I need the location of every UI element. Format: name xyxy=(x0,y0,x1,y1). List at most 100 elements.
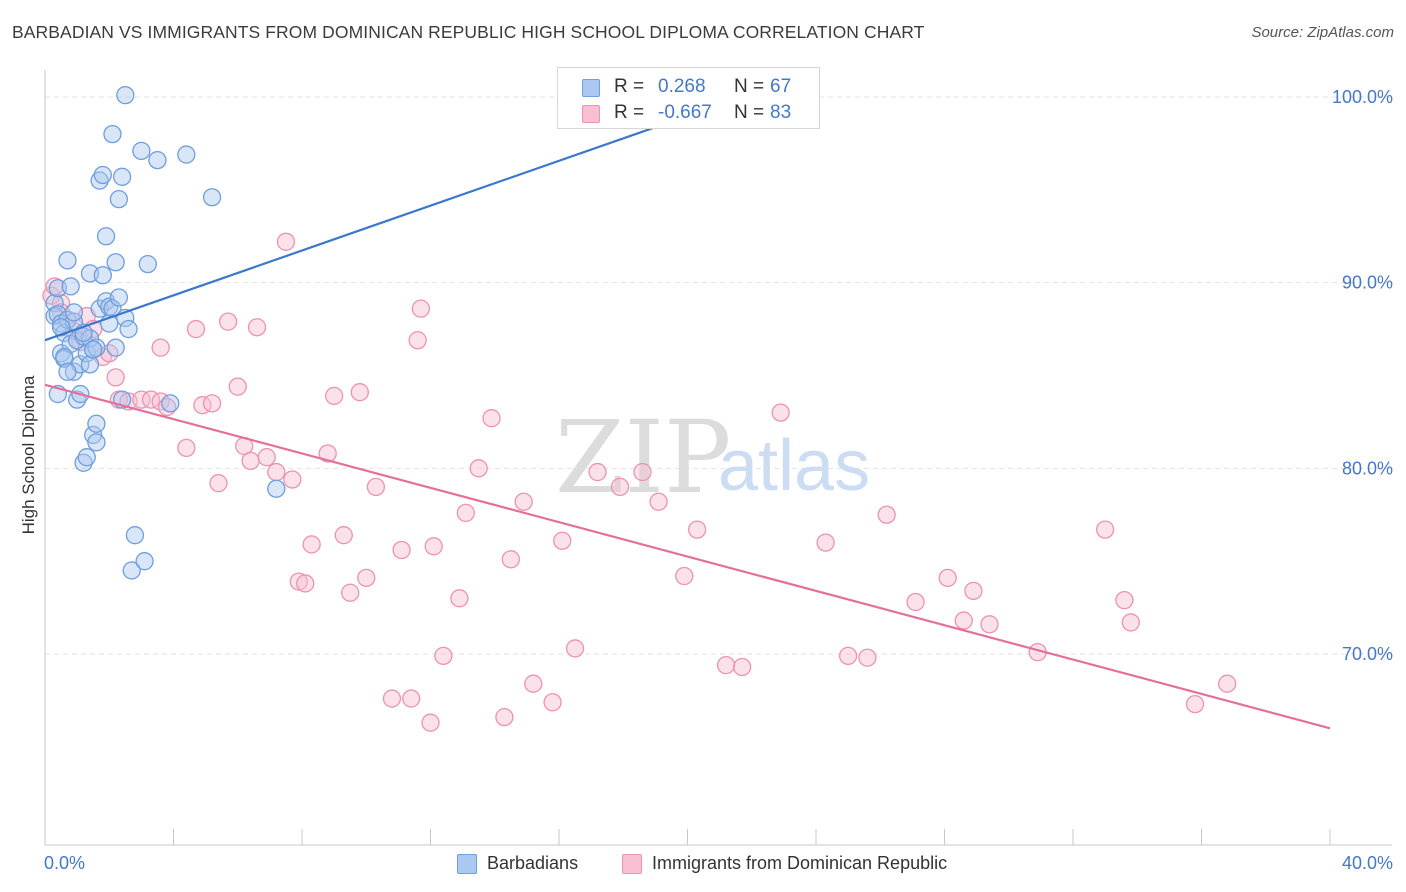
watermark-zip: ZIP xyxy=(555,399,731,516)
point-barbadian xyxy=(58,310,77,329)
point-dominican xyxy=(434,646,453,666)
tick-labels: 70.0% 80.0% 90.0% 100.0% 0.0% 40.0% xyxy=(44,87,1393,873)
point-barbadian xyxy=(112,167,132,186)
point-dominican xyxy=(687,520,707,539)
legend-swatch-pink xyxy=(582,105,600,123)
point-dominican xyxy=(906,592,925,612)
point-dominican xyxy=(392,540,411,560)
x-tick-label: 0.0% xyxy=(44,853,85,873)
point-dominican xyxy=(267,462,286,482)
point-barbadian xyxy=(132,141,151,160)
point-dominican xyxy=(411,299,431,318)
point-dominican xyxy=(177,438,196,458)
point-barbadian xyxy=(87,433,106,452)
point-dominican xyxy=(610,477,630,497)
legend-n-value: 83 xyxy=(770,102,792,123)
point-dominican xyxy=(350,383,369,402)
point-dominican xyxy=(341,583,360,602)
point-barbadian xyxy=(267,479,286,498)
series-barbadians-points xyxy=(45,85,649,580)
point-dominican xyxy=(202,394,222,413)
point-barbadian xyxy=(119,319,138,339)
point-dominican xyxy=(938,568,957,588)
point-dominican xyxy=(257,448,276,467)
point-dominican xyxy=(209,474,228,493)
point-dominican xyxy=(450,589,469,608)
point-barbadian xyxy=(87,414,106,433)
point-barbadian xyxy=(93,165,112,185)
point-barbadian xyxy=(138,254,157,274)
point-dominican xyxy=(964,581,983,601)
trendline-dominican xyxy=(44,383,1331,730)
point-dominican xyxy=(675,566,694,586)
point-barbadian xyxy=(96,227,116,246)
point-dominican xyxy=(366,477,386,497)
point-dominican xyxy=(514,492,533,511)
point-dominican xyxy=(289,572,308,591)
y-tick-label: 90.0% xyxy=(1342,273,1393,293)
point-dominican xyxy=(1218,674,1237,693)
axes xyxy=(44,70,1392,846)
point-barbadian xyxy=(122,561,141,580)
point-barbadian xyxy=(77,448,96,467)
point-dominican xyxy=(408,331,427,350)
point-dominican xyxy=(1185,694,1205,714)
x-tick-label: 40.0% xyxy=(1342,853,1393,873)
point-dominican xyxy=(482,409,501,428)
point-barbadian xyxy=(55,347,74,367)
point-dominican xyxy=(132,390,151,409)
point-barbadian xyxy=(177,145,196,164)
point-barbadian xyxy=(58,362,77,381)
y-tick-label: 100.0% xyxy=(1332,87,1393,107)
point-dominican xyxy=(218,312,238,331)
point-barbadian xyxy=(109,288,129,307)
point-dominican xyxy=(553,531,572,550)
point-dominican xyxy=(318,444,337,463)
point-dominican xyxy=(324,386,344,406)
point-dominican xyxy=(469,459,488,478)
point-dominican xyxy=(501,550,520,569)
point-dominican xyxy=(421,713,440,732)
legend-label-dominican: Immigrants from Dominican Republic xyxy=(652,853,948,873)
point-barbadian xyxy=(106,253,125,272)
point-dominican xyxy=(877,505,896,524)
y-axis-title: High School Diploma xyxy=(19,375,38,534)
point-barbadian xyxy=(61,277,80,296)
legend-n-label: N = xyxy=(734,102,765,123)
stats-legend: R = 0.268 N = 67 R = -0.667 N = 83 xyxy=(557,67,820,129)
point-dominican xyxy=(106,368,125,387)
point-barbadian xyxy=(106,338,125,357)
point-barbadian xyxy=(161,394,180,413)
point-dominican xyxy=(633,462,652,482)
point-dominican xyxy=(456,503,475,523)
point-barbadian xyxy=(148,150,167,170)
point-barbadian xyxy=(64,362,84,381)
point-dominican xyxy=(954,611,973,630)
point-dominican xyxy=(771,403,790,422)
point-dominican xyxy=(382,689,402,708)
point-dominican xyxy=(858,648,877,667)
legend-r-label: R = xyxy=(614,102,645,123)
watermark-atlas: atlas xyxy=(718,426,870,506)
point-dominican xyxy=(816,533,835,552)
y-tick-label: 70.0% xyxy=(1342,644,1393,664)
point-dominican xyxy=(334,526,353,545)
point-dominican xyxy=(402,689,421,708)
legend-swatch-pink xyxy=(622,854,642,874)
point-dominican xyxy=(151,338,170,357)
point-dominican xyxy=(276,232,296,251)
point-barbadian xyxy=(109,189,129,209)
point-barbadian xyxy=(80,355,100,374)
point-barbadian xyxy=(202,188,222,207)
point-barbadian xyxy=(64,303,84,322)
point-dominican xyxy=(228,377,247,396)
legend-swatch-blue xyxy=(457,854,477,874)
legend-label-barbadians: Barbadians xyxy=(487,853,579,873)
watermark: ZIP atlas xyxy=(555,399,870,516)
point-dominican xyxy=(186,319,206,339)
chart-source: Source: ZipAtlas.com xyxy=(1251,24,1394,41)
point-dominican xyxy=(1095,520,1115,539)
point-dominican xyxy=(980,615,999,634)
legend-r-value: 0.268 xyxy=(658,76,706,97)
